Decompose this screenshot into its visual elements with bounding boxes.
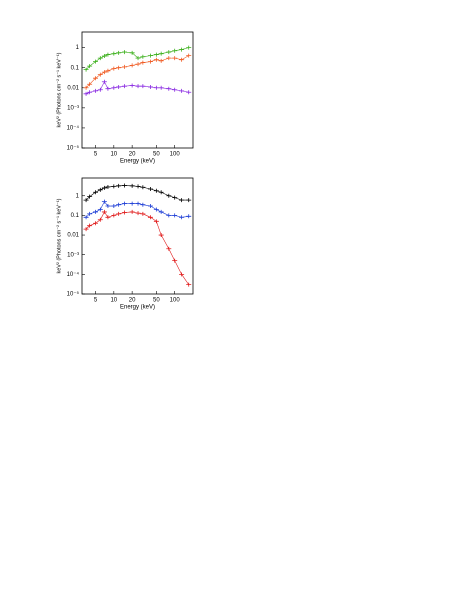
x-tick-label: 20: [129, 298, 136, 304]
x-tick-label: 20: [129, 152, 136, 158]
x-tick-label: 10: [110, 298, 117, 304]
model-line: [85, 211, 189, 285]
x-tick-label: 5: [94, 298, 98, 304]
model-line: [85, 185, 189, 201]
x-tick-label: 50: [153, 298, 160, 304]
y-tick-label: 10⁻⁴: [67, 125, 80, 132]
x-axis-label: Energy (keV): [120, 305, 155, 311]
plot-frame: [81, 31, 194, 149]
x-axis-label: Energy (keV): [120, 159, 155, 165]
y-tick-label: 10⁻⁵: [67, 291, 80, 298]
y-axis-label: keV² (Photons cm⁻² s⁻¹ keV⁻¹): [56, 198, 62, 273]
x-tick-label: 50: [153, 152, 160, 158]
model-line: [85, 81, 189, 95]
y-tick-label: 0.1: [71, 65, 80, 71]
y-tick-label: 10⁻⁴: [67, 271, 80, 278]
data-point: [186, 53, 192, 58]
x-tick-label: 100: [170, 152, 181, 158]
y-tick-label: 0.1: [71, 213, 80, 219]
data-point: [186, 282, 192, 287]
y-tick-label: 1: [76, 45, 80, 51]
model-line: [85, 47, 189, 70]
data-point: [83, 198, 89, 203]
x-tick-label: 100: [170, 298, 181, 304]
y-tick-label: 0.01: [67, 85, 79, 91]
y-tick-label: 10⁻³: [67, 105, 79, 111]
data-point: [186, 90, 192, 95]
y-tick-label: 1: [76, 193, 80, 199]
y-tick-label: 0.01: [67, 233, 79, 239]
plot-frame: [81, 177, 194, 295]
data-point: [186, 45, 192, 50]
y-tick-label: 10⁻³: [67, 252, 79, 258]
y-axis-label: keV² (Photons cm⁻² s⁻¹ keV⁻¹): [56, 52, 62, 127]
model-line: [85, 55, 189, 88]
model-line: [85, 201, 189, 218]
y-tick-label: 10⁻⁵: [67, 145, 80, 152]
x-tick-label: 10: [110, 152, 117, 158]
x-tick-label: 5: [94, 152, 98, 158]
